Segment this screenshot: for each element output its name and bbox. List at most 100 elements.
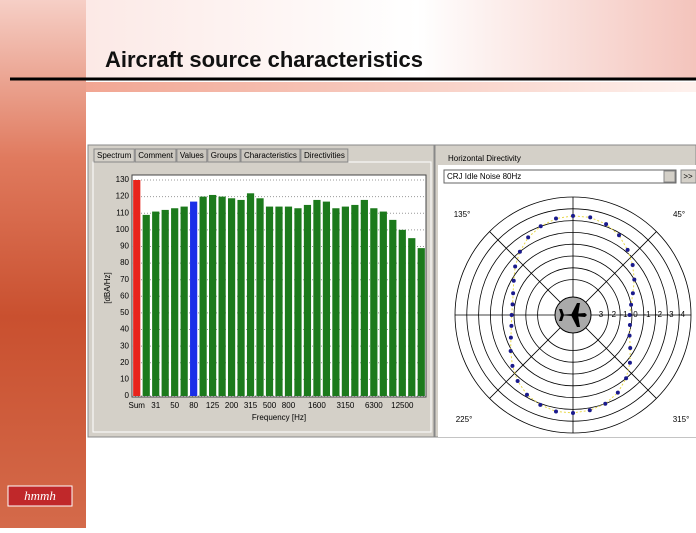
- bar: [322, 201, 331, 396]
- bar: [389, 219, 397, 396]
- directivity-point: [615, 390, 620, 395]
- ring-label: -2: [609, 310, 617, 319]
- tab-label[interactable]: Spectrum: [97, 151, 132, 160]
- bar: [256, 198, 264, 396]
- logo: hmmh: [24, 488, 56, 503]
- panel-title: Horizontal Directivity: [448, 154, 521, 163]
- bar: [171, 208, 179, 396]
- directivity-point: [538, 402, 543, 407]
- tab-label[interactable]: Characteristics: [244, 151, 297, 160]
- x-tick-label: 6300: [365, 401, 383, 410]
- tab-label[interactable]: Directivities: [304, 151, 345, 160]
- tab[interactable]: [93, 148, 135, 163]
- aircraft-icon: [559, 303, 587, 327]
- tab-label[interactable]: Values: [180, 151, 204, 160]
- x-tick-label: 200: [225, 401, 239, 410]
- directivity-point: [524, 392, 529, 397]
- button[interactable]: [680, 169, 696, 184]
- directivity-point: [627, 333, 632, 338]
- bar: [379, 211, 387, 396]
- directivity-point: [630, 262, 635, 267]
- bar: [417, 248, 425, 396]
- bar: [133, 180, 141, 396]
- x-tick-label: 1600: [308, 401, 326, 410]
- directivity-point: [629, 302, 634, 307]
- angle-label: 45°: [673, 210, 685, 219]
- y-tick-label: 120: [116, 192, 130, 201]
- directivity-point: [628, 346, 633, 351]
- x-tick-label: 3150: [336, 401, 354, 410]
- y-tick-label: 110: [116, 208, 129, 217]
- directivity-line: [510, 215, 635, 414]
- ring-label: -3: [666, 310, 674, 319]
- dropdown-text[interactable]: CRJ Idle Noise 80Hz: [447, 172, 521, 181]
- bar: [275, 206, 283, 396]
- bar: [370, 208, 378, 396]
- angle-label: 225°: [456, 415, 473, 424]
- tab-label[interactable]: Groups: [211, 151, 237, 160]
- x-tick-label: 80: [189, 401, 198, 410]
- ring-label: -1: [643, 310, 651, 319]
- directivity-point: [604, 222, 609, 227]
- directivity-point: [515, 378, 520, 383]
- directivity-point: [513, 264, 518, 269]
- ring-label: -2: [655, 310, 663, 319]
- x-tick-label: 12500: [391, 401, 414, 410]
- directivity-point: [571, 213, 575, 218]
- directivity-point: [603, 401, 608, 406]
- directivity-point: [508, 348, 513, 353]
- tab-label[interactable]: Comment: [138, 151, 173, 160]
- y-tick-label: 20: [120, 358, 129, 367]
- ring-label: 3: [599, 310, 604, 319]
- directivity-point: [617, 233, 622, 238]
- directivity-point: [587, 408, 592, 413]
- bar: [227, 198, 236, 396]
- directivity-point: [508, 335, 513, 340]
- directivity-point: [630, 291, 635, 296]
- directivity-point: [511, 278, 516, 283]
- directivity-point: [510, 302, 515, 307]
- directivity-point: [627, 323, 632, 328]
- x-tick-label: 500: [263, 401, 277, 410]
- bar: [398, 229, 406, 396]
- dropdown-arrow[interactable]: [663, 170, 676, 183]
- bar: [190, 201, 198, 396]
- y-tick-label: 60: [120, 291, 129, 300]
- directivity-point: [526, 235, 531, 240]
- bar: [360, 199, 368, 396]
- directivity-point: [538, 224, 543, 229]
- directivity-point: [510, 363, 515, 368]
- directivity-point: [553, 409, 558, 414]
- bar: [408, 238, 416, 396]
- bar: [142, 214, 150, 396]
- bar: [265, 206, 274, 396]
- ring-label: -4: [678, 310, 686, 319]
- directivity-point: [509, 313, 514, 317]
- directivity-point: [588, 215, 593, 220]
- tab[interactable]: [240, 148, 301, 163]
- bar: [152, 211, 160, 396]
- bar: [218, 196, 226, 396]
- tab[interactable]: [207, 148, 241, 163]
- button-label[interactable]: >>: [683, 172, 693, 181]
- ring-label: -1: [620, 310, 628, 319]
- x-tick-label: 50: [170, 401, 179, 410]
- directivity-point: [571, 410, 575, 415]
- directivity-point: [624, 376, 629, 381]
- bar: [313, 199, 321, 396]
- banner: [0, 0, 696, 80]
- logo-box: [7, 485, 73, 507]
- x-tick-label: Sum: [129, 401, 146, 410]
- bar: [284, 206, 293, 396]
- x-tick-label: 31: [151, 401, 160, 410]
- dropdown[interactable]: [443, 169, 677, 184]
- bar: [332, 208, 340, 396]
- bar: [237, 199, 245, 396]
- y-tick-label: 70: [120, 275, 129, 284]
- tab[interactable]: [176, 148, 208, 163]
- angle-label: 135°: [454, 210, 471, 219]
- tab[interactable]: [134, 148, 177, 163]
- bar: [180, 206, 188, 396]
- tab[interactable]: [300, 148, 349, 163]
- bar: [199, 196, 207, 396]
